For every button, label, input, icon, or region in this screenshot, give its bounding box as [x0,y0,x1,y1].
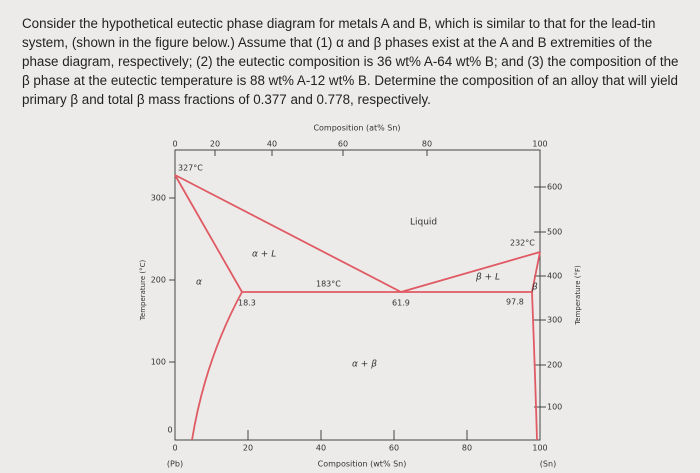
bottom-tick-label: 60 [389,444,399,453]
bottom-tick-label: 0 [172,444,177,453]
right-tick-label: 100 [547,403,562,412]
pb-melting-label: 327°C [178,164,203,173]
alpha-beta-label: α + β [352,360,377,370]
right-tick-label: 200 [547,361,562,370]
top-tick-label: 0 [172,140,177,149]
top-tick-label: 80 [422,140,432,149]
alpha-solvus [191,291,243,441]
alpha-l-label: α + L [252,250,276,260]
bottom-tick-label: 20 [243,444,253,453]
right-tick-label: 400 [547,272,562,281]
question-text: Consider the hypothetical eutectic phase… [22,16,679,107]
liquid-label: Liquid [410,218,437,228]
alpha-comp-label: 18.3 [238,299,256,308]
right-axis-title: Temperature (°F) [574,265,582,326]
bottom-axis: 0 20 40 60 80 100 Composition (wt% Sn) (… [167,430,556,469]
right-axis: 600 500 400 300 200 100 Temperature (°F) [534,183,582,412]
right-tick-label: 500 [547,228,562,237]
alpha-solidus [174,174,243,293]
eutectic-temp-label: 183°C [316,280,341,289]
plot-frame [174,149,541,441]
alpha-label: α [196,278,202,288]
left-tick-label: 100 [151,358,166,367]
top-axis-title: Composition (at% Sn) [313,124,400,133]
eutectic-comp-label: 61.9 [392,299,410,308]
sn-melting-label: 232°C [510,239,535,248]
bottom-axis-title: Composition (wt% Sn) [318,460,407,469]
phase-boundaries [174,174,541,441]
bottom-tick-label: 40 [316,444,326,453]
top-tick-label: 40 [267,140,277,149]
left-axis: 300 200 100 0 Temperature (°C) [139,194,175,435]
left-tick-label: 300 [151,194,166,203]
top-tick-label: 100 [532,140,547,149]
top-tick-label: 20 [210,140,220,149]
right-tick-label: 300 [547,316,562,325]
beta-comp-label: 97.8 [506,298,524,307]
top-tick-label: 60 [338,140,348,149]
top-axis: 0 20 40 60 80 100 Composition (at% Sn) [172,124,548,156]
right-tick-label: 600 [547,183,562,192]
bottom-tick-label: 100 [532,444,547,453]
left-tick-label: 200 [151,276,166,285]
bottom-tick-label: 80 [462,444,472,453]
left-end-label: (Pb) [167,460,183,469]
beta-label: β [531,283,538,293]
left-tick-label: 0 [167,426,172,435]
right-end-label: (Sn) [540,460,556,469]
beta-l-label: β + L [475,273,500,283]
beta-solvus [531,251,541,441]
left-axis-title: Temperature (°C) [139,260,147,322]
